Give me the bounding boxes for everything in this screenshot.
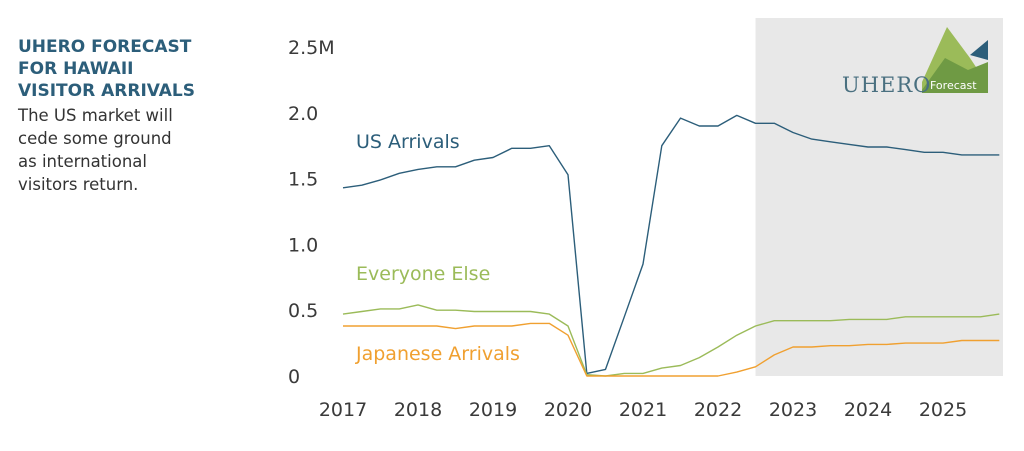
logo-wordmark: UHERO xyxy=(842,73,931,97)
x-tick-label: 2018 xyxy=(394,399,442,421)
uhero-forecast-logo: UHERO Forecast xyxy=(842,27,988,97)
x-axis: 2017 2018 2019 2020 2021 2022 2023 2024 2025 xyxy=(319,399,967,421)
y-tick-label: 2.0 xyxy=(288,103,318,125)
x-tick-label: 2022 xyxy=(694,399,742,421)
logo-tagline: Forecast xyxy=(930,79,977,92)
series-labels: US Arrivals Everyone Else Japanese Arrival… xyxy=(355,131,520,365)
logo-mountain-blue xyxy=(970,40,988,60)
x-tick-label: 2023 xyxy=(769,399,817,421)
y-axis: 2.5M 2.0 1.5 1.0 0.5 0 xyxy=(288,37,335,388)
x-tick-label: 2021 xyxy=(619,399,667,421)
y-tick-label: 0.5 xyxy=(288,300,318,322)
series-line xyxy=(342,114,1000,375)
logo-mountain-dark xyxy=(922,58,988,93)
sidebar: UHERO FORECAST FOR HAWAII VISITOR ARRIVA… xyxy=(18,36,218,196)
chart-subtitle: The US market will cede some ground as i… xyxy=(18,106,173,194)
y-tick-label: 1.0 xyxy=(288,234,318,256)
y-tick-label: 2.5M xyxy=(288,37,335,59)
y-tick-label: 0 xyxy=(288,366,300,388)
x-tick-label: 2024 xyxy=(844,399,892,421)
y-tick-label: 1.5 xyxy=(288,169,318,191)
x-tick-label: 2020 xyxy=(544,399,592,421)
series-label: Japanese Arrivals xyxy=(355,343,520,365)
series-lines xyxy=(342,114,1000,377)
x-tick-label: 2017 xyxy=(319,399,367,421)
chart-title: UHERO FORECAST FOR HAWAII VISITOR ARRIVA… xyxy=(18,37,196,101)
series-line xyxy=(343,322,1000,377)
series-label: US Arrivals xyxy=(356,131,460,153)
series-label: Everyone Else xyxy=(356,263,490,285)
x-tick-label: 2025 xyxy=(919,399,967,421)
series-line xyxy=(342,304,1000,377)
x-tick-label: 2019 xyxy=(469,399,517,421)
